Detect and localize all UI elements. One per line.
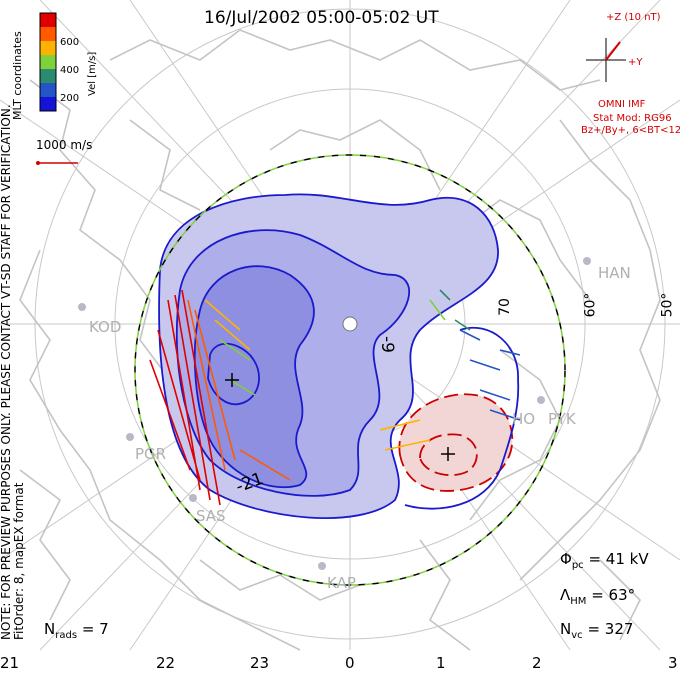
latitude-label-60: 60° — [582, 292, 599, 318]
imf-clock-dial — [586, 38, 626, 82]
colorbar-swatch — [40, 83, 56, 97]
mlt-tick-3: 3 — [668, 654, 678, 672]
colorbar-tick-600: 600 — [60, 37, 80, 48]
colorbar-swatch — [40, 69, 56, 83]
pole-symbol — [342, 316, 358, 332]
dawn-cell-fill — [398, 393, 514, 492]
imf-z-label: +Z (10 nT) — [606, 12, 661, 23]
colorbar-frame — [39, 12, 57, 112]
latitude-label-50: 50° — [659, 292, 676, 318]
station-kap: KAP — [327, 574, 356, 592]
station-pgr: PGR — [135, 445, 167, 463]
station-markers — [78, 257, 591, 570]
nvc-stat: Nvc = 327 — [560, 620, 634, 641]
colorbar-tick-200: 200 — [60, 93, 80, 104]
map-title: 16/Jul/2002 05:00-05:02 UT — [204, 8, 439, 28]
contour-label-neg9: -9 — [376, 336, 397, 353]
vector-scale-label: 1000 m/s — [36, 138, 93, 152]
cell-centers — [225, 373, 455, 461]
mlt-tick-0: 0 — [345, 654, 355, 672]
hmb-boundary-green — [134, 154, 566, 586]
latitude-label-70: 70 — [496, 298, 513, 316]
colorbar-swatch — [40, 55, 56, 69]
station-pyk: PYK — [548, 410, 576, 428]
colorbar-swatch — [40, 41, 56, 55]
station-sas: SAS — [196, 507, 226, 525]
imf-stat-mod: Stat Mod: RG96 — [593, 113, 672, 124]
phi-pc-stat: Φpc = 41 kV — [560, 550, 649, 571]
imf-bin: Bz+/By+, 6<BT<12 — [581, 125, 680, 136]
velocity-vectors — [149, 289, 521, 506]
mlt-coordinates-label: MLT coordinates — [11, 31, 24, 120]
colorbar-swatch — [40, 97, 56, 111]
station-kod: KOD — [89, 318, 122, 336]
fit-order-label: FitOrder: 8, mapEX format — [12, 482, 26, 640]
mlt-tick-2: 2 — [532, 654, 542, 672]
mlt-tick-22: 22 — [156, 654, 176, 672]
preview-note: NOTE: FOR PREVIEW PURPOSES ONLY. PLEASE … — [0, 104, 13, 640]
mlt-tick-1: 1 — [436, 654, 446, 672]
dawn-cell-outer — [404, 326, 520, 510]
colorbar-axis-label: Vel [m/s] — [87, 51, 98, 96]
coastlines — [19, 29, 661, 651]
mlt-tick-21: 21 — [0, 654, 20, 672]
color-bar — [39, 12, 57, 112]
mlt-tick-23: 23 — [250, 654, 270, 672]
nrads-stat: Nrads = 7 — [44, 620, 109, 641]
colorbar-swatch — [40, 27, 56, 41]
colorbar-swatch — [40, 13, 56, 27]
dawn-cell-inner — [419, 433, 478, 477]
lambda-hm-stat: ΛHM = 63° — [560, 586, 636, 607]
colorbar-tick-400: 400 — [60, 65, 80, 76]
imf-y-label: +Y — [628, 57, 643, 68]
station-han: HAN — [598, 264, 631, 282]
imf-source: OMNI IMF — [598, 99, 646, 110]
dusk-cell-core — [193, 265, 315, 489]
station-ho: HO — [512, 410, 536, 428]
